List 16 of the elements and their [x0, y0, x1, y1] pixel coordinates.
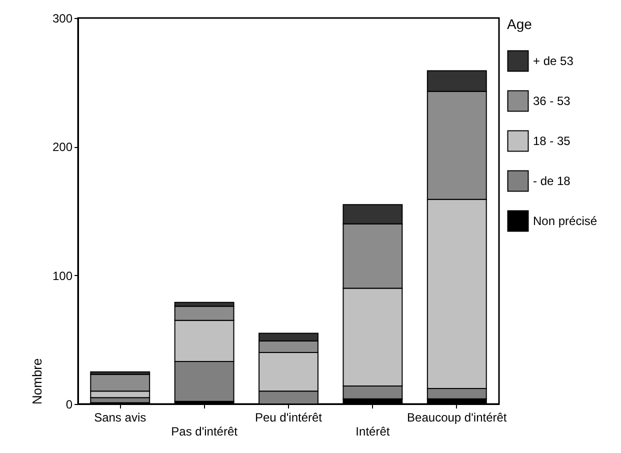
- legend-label: 18 - 35: [533, 134, 571, 148]
- y-tick-label: 300: [52, 12, 73, 26]
- legend-label: + de 53: [533, 54, 574, 68]
- x-tick-label: Peu d'intérêt: [254, 410, 323, 424]
- y-tick-label: 200: [52, 140, 73, 154]
- x-tick-label: Sans avis: [94, 410, 146, 424]
- legend-label: 36 - 53: [533, 94, 571, 108]
- legend-title: Age: [507, 16, 532, 32]
- x-tick-label: Beaucoup d'intérêt: [407, 410, 508, 424]
- x-tick-label: Pas d'intérêt: [171, 424, 238, 438]
- y-tick-label: 100: [52, 268, 73, 283]
- legend-label: Non précisé: [533, 214, 598, 228]
- x-tick-label: Intérêt: [356, 424, 390, 438]
- legend-label: - de 18: [533, 174, 571, 188]
- y-axis-title: Nombre: [29, 358, 44, 404]
- y-tick-label: 0: [66, 398, 73, 412]
